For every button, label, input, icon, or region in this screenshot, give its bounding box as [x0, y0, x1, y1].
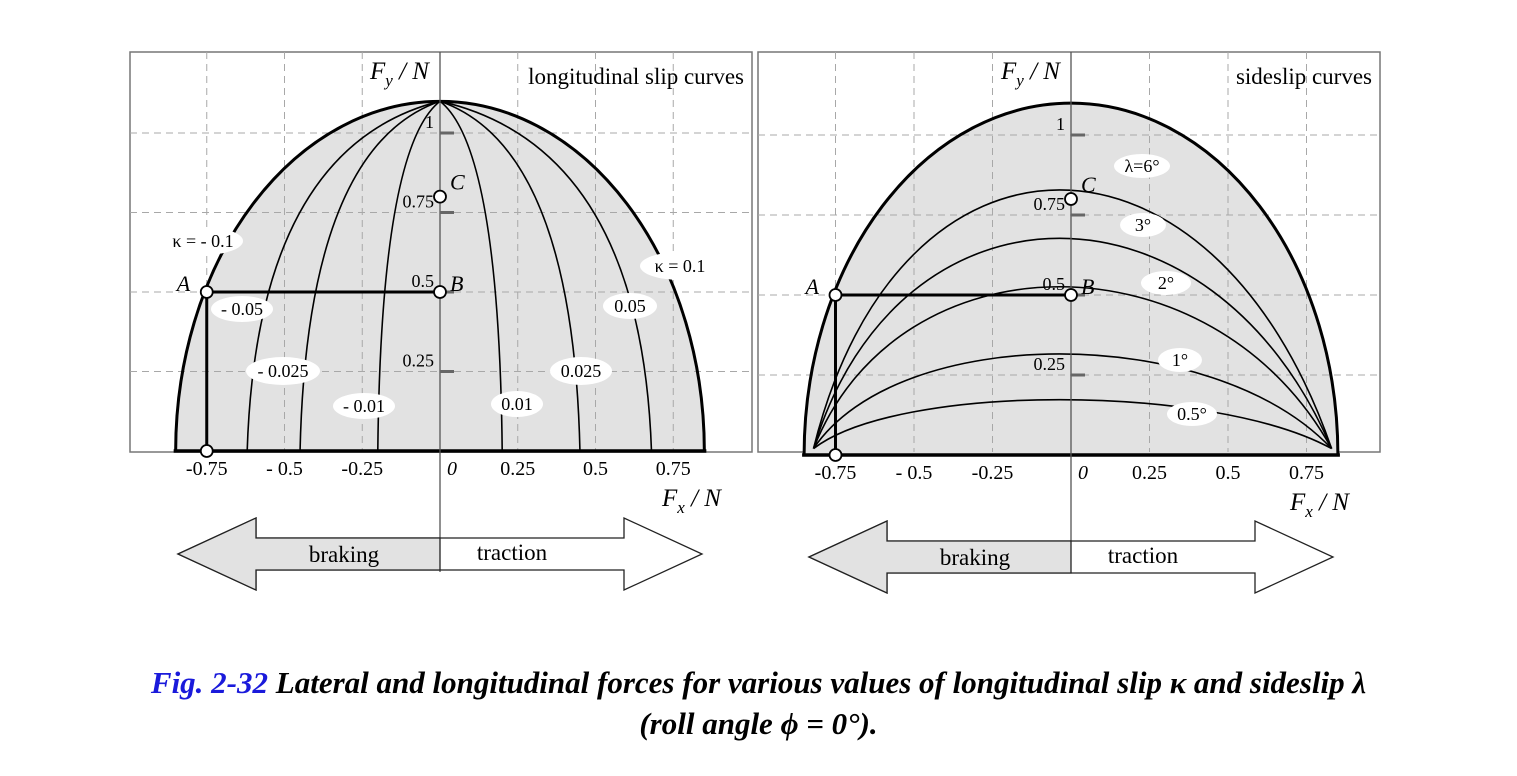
- point-A: [828, 288, 843, 302]
- x-tick-label: -0.75: [186, 458, 228, 480]
- x-tick-label: 0: [1078, 462, 1088, 484]
- x-tick-label: 0.75: [1289, 462, 1324, 484]
- slip-curve-label-bg: [491, 391, 543, 417]
- sideslip-curve-label-bg: [1167, 402, 1217, 426]
- slip-curve-label-bg: [246, 357, 320, 385]
- braking-arrow-head: [807, 519, 1072, 595]
- x-tick-label: -0.75: [815, 462, 857, 484]
- y-tick-label: 0.75: [403, 192, 435, 212]
- x-tick-label: 0.5: [1216, 462, 1241, 484]
- y-tick-label: 1: [425, 112, 434, 132]
- caption-line-1: Lateral and longitudinal forces for vari…: [275, 665, 1367, 700]
- y-tick-label: 0.25: [1034, 354, 1066, 374]
- sideslip-curve-label: 3°: [1135, 215, 1151, 235]
- point-C: [1064, 192, 1078, 206]
- traction-label: traction: [477, 540, 548, 565]
- point-A: [199, 285, 214, 299]
- sideslip-curve: [812, 286, 1333, 449]
- x-tick-label: 0.5: [583, 458, 608, 480]
- sideslip-curve-label-bg: [1158, 348, 1202, 372]
- x-tick-label: - 0.5: [266, 458, 303, 480]
- sideslip-curve-label-bg: [1141, 271, 1191, 295]
- point-A-projection: [828, 448, 843, 462]
- point-B: [433, 285, 447, 299]
- x-tick-label: 0.75: [656, 458, 691, 480]
- slip-curve-label-bg: [333, 393, 395, 419]
- x-axis-label: Fx / N: [661, 485, 722, 517]
- point-B-label: B: [1081, 274, 1094, 299]
- point-C: [433, 189, 447, 204]
- point-A-projection: [199, 444, 214, 458]
- slip-curve-label-bg: [550, 357, 612, 385]
- y-tick-label: 0.5: [1043, 274, 1066, 294]
- point-C-label: C: [450, 170, 465, 195]
- slip-curve-label-bg: [640, 252, 720, 280]
- slip-curve: [439, 100, 503, 452]
- x-tick-label: 0.25: [500, 458, 535, 480]
- slip-curve-label: - 0.025: [258, 361, 309, 381]
- slip-curve: [439, 100, 653, 452]
- slip-curve: [377, 100, 441, 452]
- y-tick-label: 0.5: [412, 271, 435, 291]
- sideslip-curve: [812, 189, 1333, 449]
- slip-curve-label: - 0.01: [343, 396, 385, 416]
- y-tick-label: 0.25: [403, 351, 435, 371]
- x-axis-label: Fx / N: [1289, 489, 1350, 521]
- sideslip-curve-label: 2°: [1158, 273, 1174, 293]
- point-A-label: A: [804, 274, 820, 299]
- figure-label: Fig. 2-32: [150, 665, 269, 700]
- y-tick-label: 0.75: [1034, 194, 1066, 214]
- sideslip-curve: [813, 398, 1333, 450]
- point-B: [1064, 288, 1078, 302]
- sideslip-curve-label: 1°: [1172, 350, 1188, 370]
- sideslip-curve: [812, 353, 1333, 450]
- slip-curve-label-bg: [163, 227, 243, 255]
- slip-curve-label: - 0.05: [221, 299, 263, 319]
- sideslip-panel: 0.25 0.5 0.75 1 -0.75 - 0.5 -0.25 0 0.25 0.5 0.75 s…: [757, 51, 1381, 595]
- x-tick-label: 0: [447, 458, 457, 480]
- x-tick-label: - 0.5: [896, 462, 933, 484]
- x-tick-label: -0.25: [341, 458, 383, 480]
- slip-curve-label: 0.05: [614, 296, 646, 316]
- braking-label: braking: [309, 542, 380, 567]
- y-axis-label: Fy / N: [369, 58, 430, 90]
- point-B-label: B: [450, 271, 463, 296]
- point-A-label: A: [175, 271, 191, 296]
- slip-curve-label: 0.01: [501, 394, 533, 414]
- sideslip-curve-label-bg: [1120, 213, 1166, 237]
- x-tick-label: 0.25: [1132, 462, 1167, 484]
- slip-curve-label: κ = - 0.1: [172, 231, 233, 251]
- slip-curve-label: 0.025: [561, 361, 602, 381]
- sideslip-curve-label: λ=6°: [1124, 156, 1159, 176]
- point-C-label: C: [1081, 172, 1096, 197]
- slip-curve-label: κ = 0.1: [655, 256, 706, 276]
- traction-label: traction: [1108, 543, 1179, 568]
- slip-curve-label-bg: [211, 296, 273, 322]
- sideslip-curve-label-bg: [1114, 154, 1170, 178]
- chart-title: sideslip curves: [1236, 64, 1372, 89]
- braking-label: braking: [940, 545, 1011, 570]
- y-axis-label: Fy / N: [1000, 58, 1061, 90]
- sideslip-curve: [812, 237, 1333, 449]
- sideslip-curve-label: 0.5°: [1177, 404, 1207, 424]
- chart-title: longitudinal slip curves: [528, 64, 744, 89]
- longitudinal-slip-panel: 0.25 0.5 0.75 1 -0.75 - 0.5 -0.25 0 0.25 0.5 0.75 l…: [129, 51, 753, 592]
- x-tick-label: -0.25: [972, 462, 1014, 484]
- figure-caption: Fig. 2-32 Lateral and longitudinal force…: [0, 662, 1517, 744]
- caption-line-2: (roll angle ϕ = 0°).: [639, 706, 878, 741]
- braking-arrow-head: [176, 516, 441, 592]
- slip-curve-label-bg: [603, 293, 657, 319]
- y-tick-label: 1: [1056, 114, 1065, 134]
